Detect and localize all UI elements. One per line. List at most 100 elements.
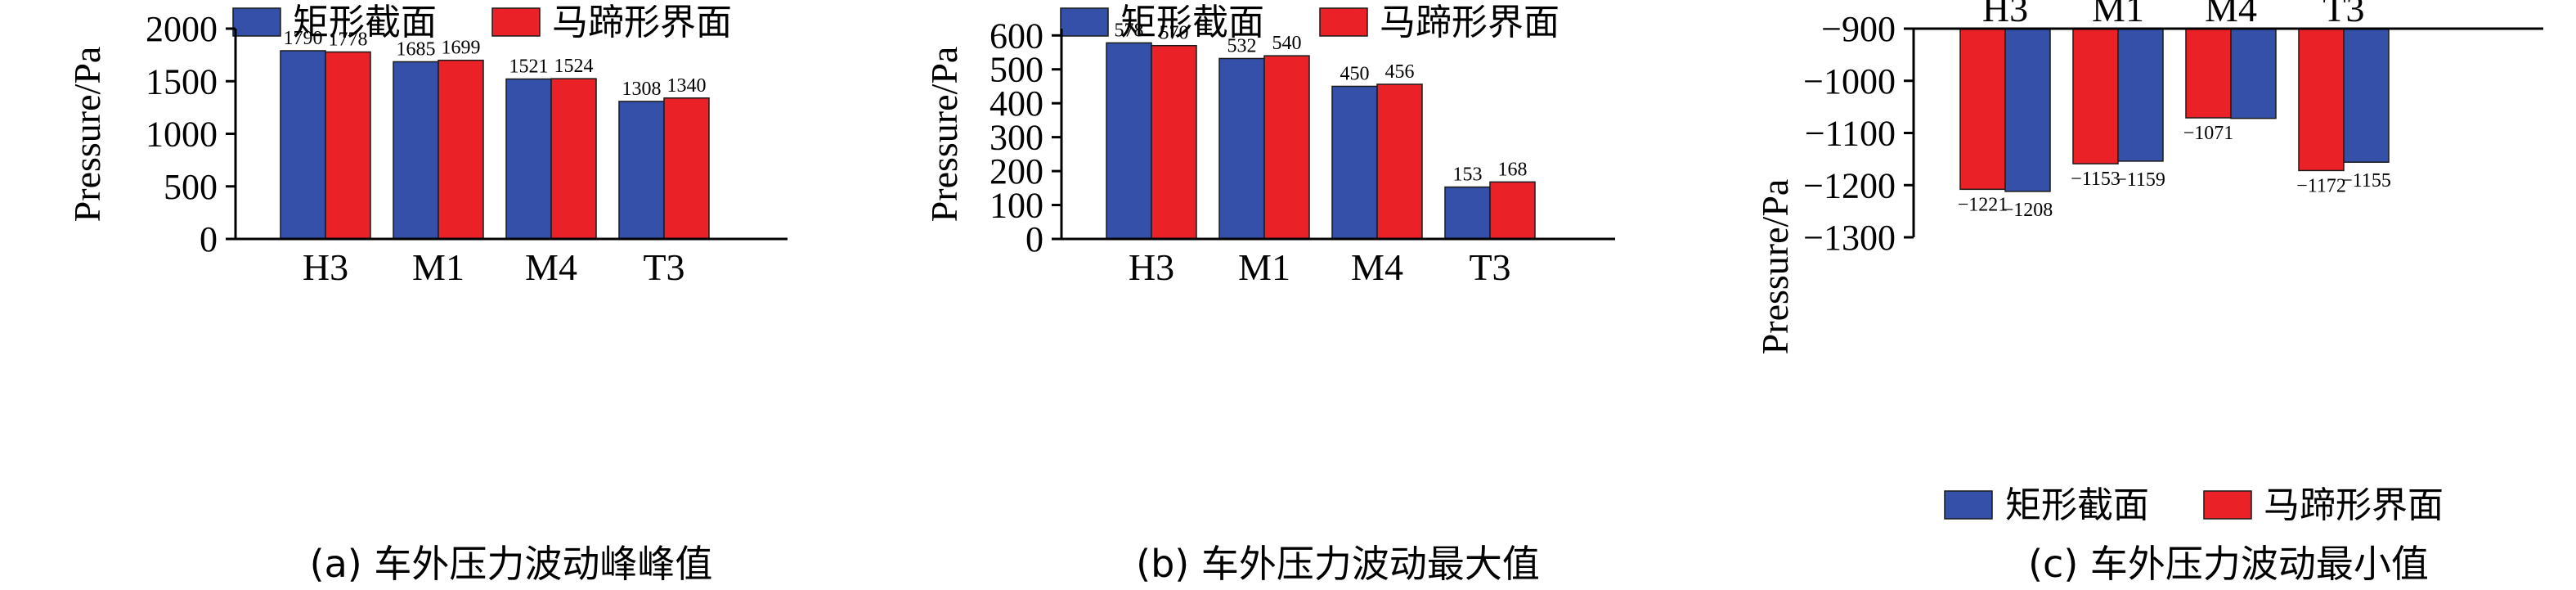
x-tick-label: M4 <box>525 246 577 288</box>
y-tick-label: −1300 <box>1803 218 1896 258</box>
panel-a: 矩形截面 马蹄形界面 1790 1778 H3 1685 1699 M1 1521 1524 M… <box>66 2 788 586</box>
bar <box>550 78 597 240</box>
data-label: 1790 <box>284 28 323 49</box>
x-tick-label: H3 <box>1129 246 1174 288</box>
y-tick-label: 600 <box>990 16 1043 56</box>
x-tick-label: M1 <box>2092 0 2144 29</box>
panel-c-plot: −1221−1208 H3 −1153−1159 M1 −1071 M4 −1172−115… <box>1803 0 2543 258</box>
legend-label-rect: 矩形截面 <box>1120 2 1264 43</box>
x-tick-label: H3 <box>303 246 348 288</box>
legend-label-horseshoe: 马蹄形界面 <box>1380 2 1560 43</box>
bar <box>2072 28 2119 164</box>
data-label: 168 <box>1498 159 1528 180</box>
bar <box>325 51 371 240</box>
bar <box>438 59 484 240</box>
y-tick-label: −1100 <box>1805 114 1896 154</box>
bar <box>2117 28 2164 162</box>
panel-b-caption: (b) 车外压力波动最大值 <box>1136 542 1540 586</box>
x-tick-label: T3 <box>1469 246 1510 288</box>
y-tick-label: 2000 <box>146 9 218 49</box>
x-tick-label: M1 <box>412 246 464 288</box>
legend-swatch-horseshoe <box>1319 7 1368 37</box>
data-label: 1340 <box>667 75 707 97</box>
bar <box>280 50 326 240</box>
y-tick-label: 300 <box>990 118 1043 158</box>
data-label: 1308 <box>622 79 662 100</box>
bar <box>663 97 710 240</box>
y-tick-label: 500 <box>990 50 1043 90</box>
data-label: 1699 <box>442 38 481 59</box>
panel-b-legend: 矩形截面 马蹄形界面 <box>1060 2 1560 43</box>
legend-swatch-rect <box>1944 490 1993 520</box>
data-label: −1208 <box>2003 200 2053 221</box>
y-tick-label: −1000 <box>1803 61 1896 101</box>
panel-a-plot: 1790 1778 H3 1685 1699 M1 1521 1524 M4 1308 1340 T3… <box>146 9 788 288</box>
x-tick-label: T3 <box>643 246 684 288</box>
y-tick-label: 400 <box>990 83 1043 124</box>
y-tick-label: 1000 <box>146 115 218 155</box>
bar <box>2230 28 2277 119</box>
panel-c-ylabel: Pressure/Pa <box>1754 179 1796 355</box>
panel-c-legend: 矩形截面 马蹄形界面 <box>1944 484 2444 526</box>
bar <box>2004 28 2051 192</box>
data-label: 1521 <box>509 56 549 78</box>
data-label: −1221 <box>1958 194 2008 215</box>
bar <box>1489 181 1536 240</box>
bar <box>1218 57 1265 240</box>
data-label: 456 <box>1385 61 1415 83</box>
x-tick-label: M4 <box>2205 0 2257 29</box>
y-tick-label: 0 <box>200 219 218 259</box>
legend-swatch-horseshoe <box>2203 490 2252 520</box>
data-label: −1159 <box>2116 169 2165 191</box>
data-label: 450 <box>1340 63 1370 84</box>
y-tick-label: 100 <box>990 186 1043 226</box>
y-tick-label: 200 <box>990 151 1043 191</box>
data-label: 1778 <box>329 29 368 51</box>
legend-swatch-horseshoe <box>491 7 541 37</box>
bar <box>1106 42 1152 240</box>
legend-label-rect: 矩形截面 <box>2005 484 2149 526</box>
data-label: 578 <box>1115 20 1144 41</box>
bar <box>1151 44 1197 240</box>
data-label: 532 <box>1227 35 1257 56</box>
bar <box>1444 186 1491 240</box>
bar <box>1263 55 1310 240</box>
y-tick-label: −900 <box>1821 9 1896 49</box>
legend-label-rect: 矩形截面 <box>293 2 437 43</box>
data-label: −1172 <box>2296 175 2346 196</box>
y-tick-label: 0 <box>1025 219 1043 259</box>
data-label: 1685 <box>397 38 436 60</box>
y-tick-label: −1200 <box>1803 165 1896 205</box>
y-tick-label: 1500 <box>146 61 218 101</box>
bar <box>1959 28 2006 191</box>
x-tick-label: M4 <box>1351 246 1403 288</box>
data-label: −1071 <box>2183 123 2234 144</box>
data-label: −1155 <box>2341 170 2391 191</box>
legend-swatch-rect <box>1060 7 1109 37</box>
bar <box>2298 28 2345 172</box>
bar <box>1331 85 1378 240</box>
legend-swatch-rect <box>232 7 281 37</box>
panel-b: 矩形截面 马蹄形界面 578 570 H3 532 540 M1 450 456 M4 153 16… <box>923 2 1615 586</box>
data-label: 1524 <box>554 56 594 77</box>
bar <box>2343 28 2390 163</box>
panel-c-caption: (c) 车外压力波动最小值 <box>2028 542 2429 586</box>
y-tick-label: 500 <box>164 167 218 207</box>
bar <box>2185 28 2232 119</box>
x-tick-label: T3 <box>2322 0 2364 29</box>
data-label: 153 <box>1453 164 1483 186</box>
legend-label-horseshoe: 马蹄形界面 <box>552 2 732 43</box>
x-tick-label: M1 <box>1238 246 1290 288</box>
panel-c: −1221−1208 H3 −1153−1159 M1 −1071 M4 −1172−115… <box>1754 0 2543 586</box>
panel-b-ylabel: Pressure/Pa <box>923 47 965 223</box>
bar <box>505 78 552 240</box>
bar <box>393 61 439 240</box>
x-tick-label: H3 <box>1982 0 2028 29</box>
bar <box>618 101 665 240</box>
data-label: 540 <box>1272 33 1302 54</box>
panel-a-legend: 矩形截面 马蹄形界面 <box>232 2 732 43</box>
panel-b-plot: 578 570 H3 532 540 M1 450 456 M4 153 168 T3 01002003… <box>990 16 1615 288</box>
panel-a-ylabel: Pressure/Pa <box>66 47 108 223</box>
bar <box>1376 83 1423 240</box>
data-label: 570 <box>1160 23 1189 44</box>
